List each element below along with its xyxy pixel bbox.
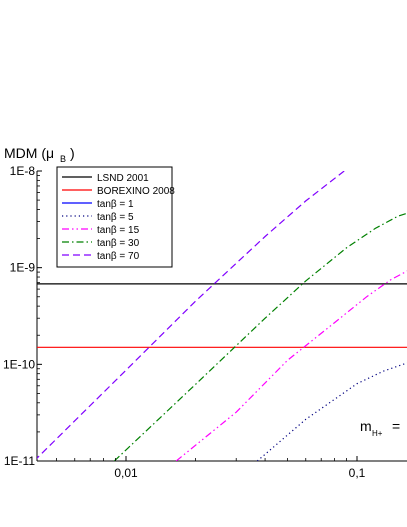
legend-label-5: tanβ = 30 [97,238,140,249]
legend-label-4: tanβ = 15 [97,225,140,236]
y-tick-label-0: 1E-8 [10,164,36,178]
legend-box [56,166,173,268]
y-axis-label-close: ) [70,145,75,161]
legend-label-1: BOREXINO 2008 [97,186,175,197]
y-tick-label-3: 1E-11 [4,454,35,468]
axes-layer [36,171,407,462]
legend-label-0: LSND 2001 [97,173,149,184]
axis-labels: MDM (μ B) m H+ = [4,145,400,438]
series-line-3 [256,362,407,461]
legend-label-6: tanβ = 70 [97,251,140,262]
legend-label-3: tanβ = 5 [97,212,134,223]
y-tick-label-2: 1E-10 [3,357,35,371]
ticks-layer: 1E-8 1E-9 1E-10 1E-11 0,01 0,1 [3,164,366,480]
y-tick-label-1: 1E-9 [10,261,36,275]
x-tick-label-1: 0,1 [349,466,366,480]
series-line-4 [175,270,407,461]
x-axis-label: m [360,418,372,434]
x-axis-label-tail: = [392,418,400,434]
legend-label-2: tanβ = 1 [97,199,134,210]
legend: LSND 2001 BOREXINO 2008 tanβ = 1 tanβ = 5 ta… [56,166,175,268]
y-axis-label-subscript: B [60,154,66,164]
x-axis-label-subscript: H+ [372,429,383,438]
x-tick-label-0: 0,01 [114,466,138,480]
series-layer [37,171,407,461]
y-axis-label: MDM (μ [4,145,54,161]
